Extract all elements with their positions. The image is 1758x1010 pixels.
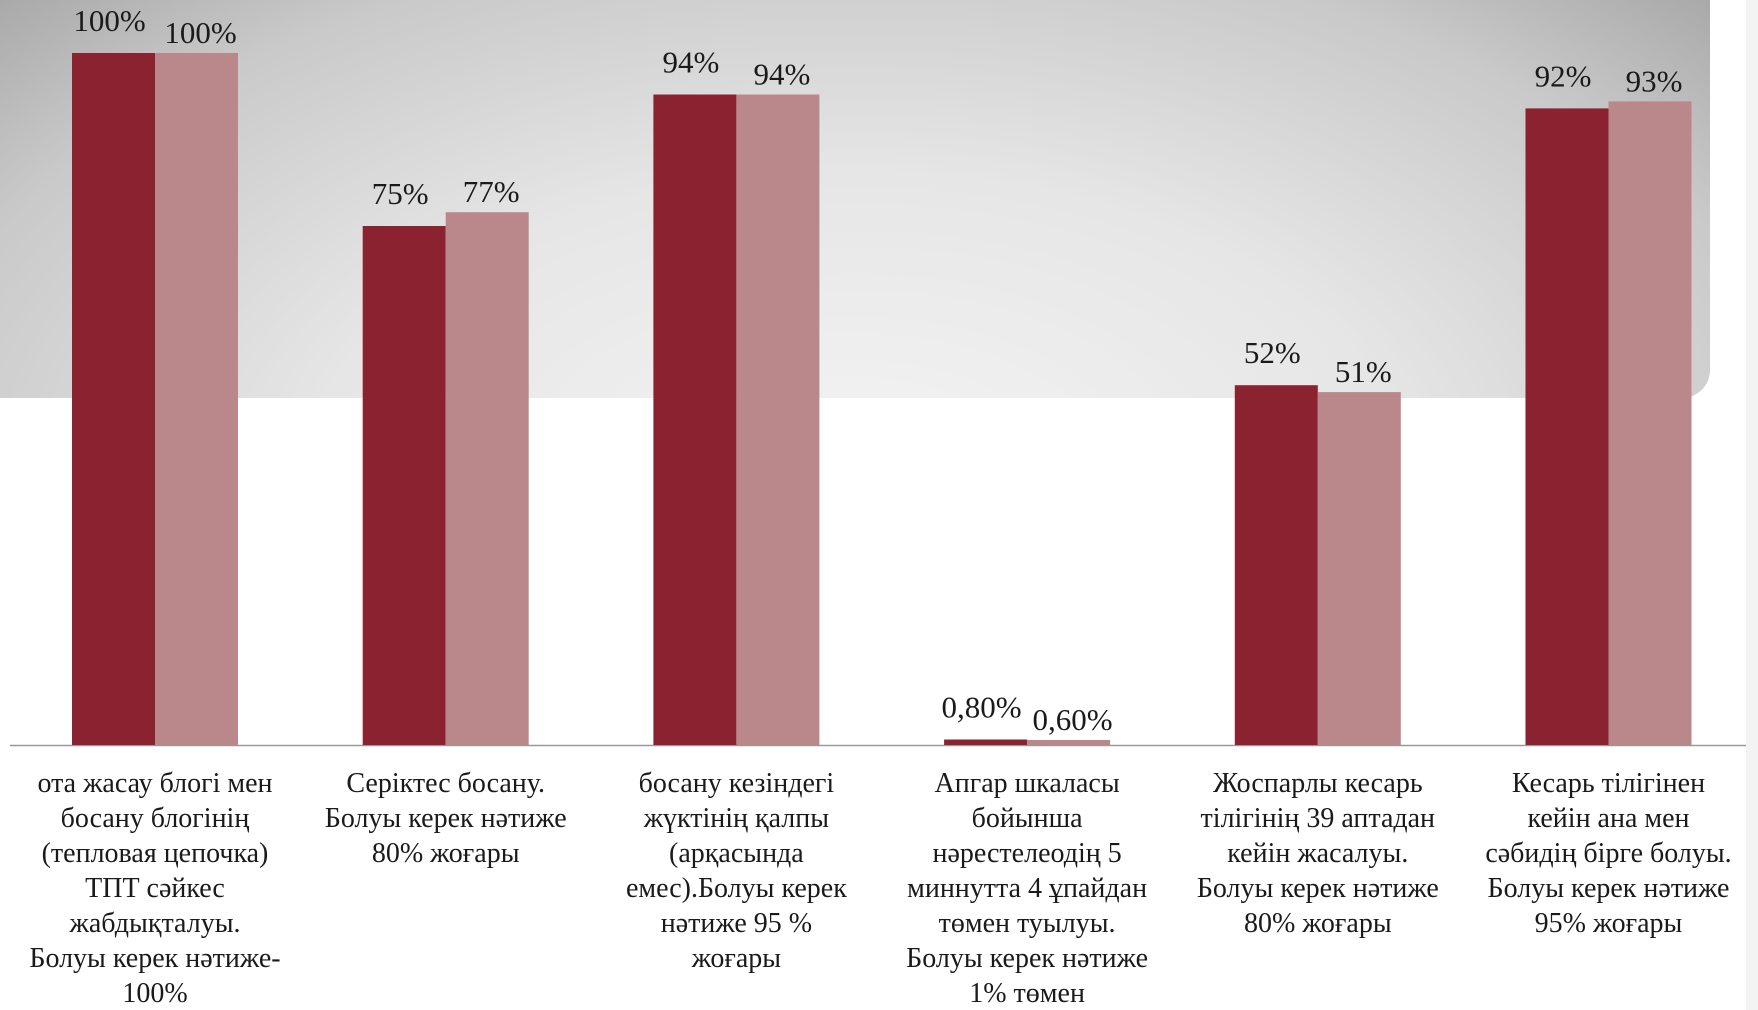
category-label-4: Апгар шкаласы бойынша нәрестелеодің 5 ми… [906,768,1149,1009]
data-label-series-2-cat-2: 77% [463,174,520,209]
data-label-series-2-cat-5: 51% [1335,354,1392,389]
data-label-series-1-cat-5: 52% [1244,335,1301,370]
data-label-series-1-cat-2: 75% [372,176,429,211]
category-label-1: ота жасау блогі мен босану блогінің (теп… [29,768,281,1009]
bar-series-1-cat-4 [944,739,1028,745]
category-label-5: Жоспарлы кесарь тілігінің 39 аптадан кей… [1196,768,1439,939]
category-label-3: босану кезіндегі жүктінің қалпы (арқасын… [625,768,847,974]
bar-series-1-cat-5 [1234,385,1318,745]
data-label-series-1-cat-1: 100% [73,3,145,38]
bar-series-2-cat-6 [1608,101,1692,745]
data-label-series-1-cat-6: 92% [1535,58,1592,93]
data-label-series-2-cat-3: 94% [753,57,810,92]
bar-series-1-cat-6 [1525,108,1609,745]
data-label-series-2-cat-4: 0,60% [1033,702,1113,737]
data-label-series-2-cat-6: 93% [1626,63,1683,98]
category-label-6: Кесарь тілігінен кейін ана мен сәбидің б… [1485,768,1732,939]
bar-series-2-cat-1 [155,53,238,745]
bar-series-1-cat-2 [362,226,446,745]
bar-series-2-cat-2 [445,212,529,745]
bar-series-2-cat-4 [1027,740,1111,745]
bar-series-1-cat-1 [72,53,155,745]
header-backdrop [0,0,1710,398]
data-label-series-1-cat-3: 94% [662,45,719,80]
data-label-series-2-cat-1: 100% [164,15,236,50]
category-label-2: Серіктес босану. Болуы керек нәтиже 80% … [324,768,567,869]
bar-series-2-cat-3 [736,94,820,745]
bar-series-1-cat-3 [653,94,737,745]
right-edge-strip [1746,0,1758,1010]
bar-series-2-cat-5 [1317,392,1401,745]
data-label-series-1-cat-4: 0,80% [942,690,1022,725]
